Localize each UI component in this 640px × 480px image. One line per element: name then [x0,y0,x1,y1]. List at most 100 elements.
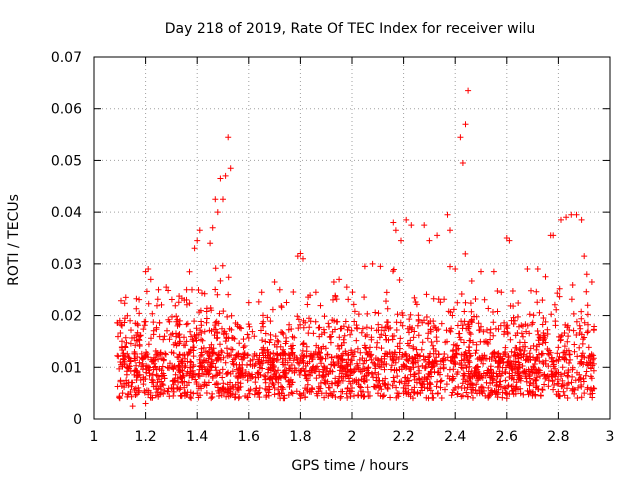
data-point [229,383,236,390]
data-point [363,345,369,352]
data-point-key [258,289,265,296]
data-point [430,295,437,302]
data-point [187,394,193,401]
data-point [483,355,490,362]
data-point [465,347,472,354]
data-point [198,349,205,356]
data-point [357,368,364,375]
data-point [261,347,268,354]
data-point [206,344,213,351]
data-point [224,381,231,388]
data-point [454,369,461,375]
data-point [460,370,467,377]
data-point-key [426,237,433,244]
data-point [406,342,413,349]
data-point [236,340,243,347]
data-point [150,319,157,326]
data-point [224,345,230,352]
data-point [417,380,424,386]
data-point-key [189,286,195,293]
data-point [509,365,516,372]
data-point [134,354,141,360]
data-point [468,278,475,284]
data-point [172,378,179,384]
data-point-key [194,237,201,244]
data-point [278,304,285,311]
data-point [451,359,458,365]
data-point [305,371,312,378]
data-point [219,262,226,269]
data-point [429,390,436,397]
data-point [393,354,400,361]
data-point [175,354,182,361]
data-point [462,378,469,385]
data-point [224,350,231,357]
data-point [379,393,386,400]
data-point [303,343,310,350]
data-point [199,337,206,344]
data-point [510,321,517,327]
data-point [170,381,177,388]
data-point [461,308,468,315]
data-point [534,299,541,306]
data-point [582,372,589,379]
data-point [153,326,160,333]
data-point-key [271,279,278,285]
data-point [363,377,370,383]
data-point [533,288,540,295]
data-point [485,367,492,374]
data-point [278,329,285,336]
data-point [552,365,559,372]
data-point [420,381,426,388]
data-point [570,327,577,334]
data-point [132,392,139,398]
data-point [403,385,409,392]
data-point [580,361,587,368]
axis-ticks [93,56,611,420]
data-point [217,341,223,348]
data-point [375,327,382,334]
data-point [279,384,286,391]
data-point [251,362,258,369]
data-point [431,323,437,329]
data-point [380,361,387,368]
data-point [175,379,182,386]
data-point [462,362,469,369]
data-point [540,360,547,367]
data-point [266,383,273,390]
data-point [201,290,208,297]
data-points [114,87,598,410]
data-point [300,390,307,396]
data-point [153,383,160,390]
data-point-key [434,232,441,239]
data-point [520,391,527,398]
y-tick-label: 0.02 [51,309,82,325]
data-point [571,386,578,393]
data-point [474,390,480,397]
data-point [584,329,591,336]
data-point [437,299,444,306]
data-point [329,317,336,323]
data-point [261,372,268,379]
data-point [555,369,562,376]
data-point [532,377,539,384]
data-point [137,332,144,339]
data-point [564,395,571,401]
data-point [394,343,401,350]
data-point [455,383,462,390]
data-point [196,309,203,316]
data-point [443,381,450,388]
data-point [172,302,179,309]
data-point [375,310,382,317]
data-point [509,288,516,294]
data-point [173,318,180,325]
data-point [378,355,385,362]
data-point [550,386,557,393]
data-point [522,373,529,380]
data-point [555,358,562,364]
data-point [296,360,303,367]
data-point [571,341,578,348]
data-point [396,379,403,386]
data-point [530,380,537,387]
data-point [425,361,432,368]
